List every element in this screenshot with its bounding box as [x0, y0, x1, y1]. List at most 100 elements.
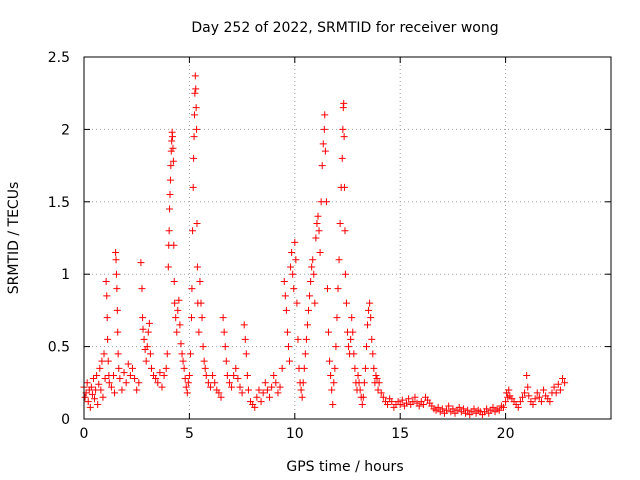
- data-point: [100, 350, 108, 358]
- data-point: [321, 147, 329, 155]
- data-point: [372, 372, 380, 380]
- data-point: [297, 386, 305, 394]
- data-point: [377, 389, 385, 397]
- data-point: [356, 386, 364, 394]
- data-point: [200, 357, 208, 365]
- data-point: [561, 379, 569, 387]
- data-point: [102, 277, 110, 285]
- data-point: [334, 285, 342, 293]
- x-tick-label: 5: [185, 426, 194, 442]
- data-point: [303, 321, 311, 329]
- data-point: [274, 389, 282, 397]
- data-point: [398, 396, 406, 404]
- data-point: [495, 406, 503, 414]
- data-point: [176, 321, 184, 329]
- data-point: [223, 372, 231, 380]
- data-point: [312, 234, 320, 242]
- data-point: [318, 162, 326, 170]
- data-point: [166, 205, 174, 213]
- data-point: [111, 389, 119, 397]
- data-point: [189, 227, 197, 235]
- data-point: [396, 401, 404, 409]
- data-point: [242, 350, 250, 358]
- data-point: [154, 379, 162, 387]
- data-point: [144, 328, 152, 336]
- data-point: [104, 335, 112, 343]
- data-point: [292, 256, 300, 264]
- data-point: [340, 133, 348, 141]
- data-point: [388, 398, 396, 406]
- data-point: [190, 133, 198, 141]
- data-point: [221, 343, 229, 351]
- data-point: [329, 401, 337, 409]
- data-point: [348, 314, 356, 322]
- data-point: [370, 364, 378, 372]
- data-point: [559, 374, 567, 382]
- data-point: [219, 314, 227, 322]
- data-point: [112, 270, 120, 278]
- data-point: [459, 405, 467, 413]
- data-point: [238, 389, 246, 397]
- data-point: [225, 379, 233, 387]
- data-point: [320, 125, 328, 133]
- data-point: [81, 393, 89, 401]
- data-point: [135, 379, 143, 387]
- data-point: [347, 335, 355, 343]
- data-point: [240, 321, 248, 329]
- data-point: [470, 405, 478, 413]
- data-point: [170, 277, 178, 285]
- data-point: [330, 379, 338, 387]
- data-point: [95, 380, 103, 388]
- data-point: [255, 386, 263, 394]
- data-point: [411, 393, 419, 401]
- data-point: [405, 395, 413, 403]
- data-point: [192, 104, 200, 112]
- data-point: [87, 383, 95, 391]
- data-point: [197, 299, 205, 307]
- data-point: [230, 372, 238, 380]
- data-point: [521, 389, 529, 397]
- data-point: [502, 398, 510, 406]
- data-point: [288, 248, 296, 256]
- data-point: [243, 372, 251, 380]
- data-point: [201, 364, 209, 372]
- data-point: [359, 393, 367, 401]
- data-point: [156, 369, 164, 377]
- data-point: [367, 314, 375, 322]
- data-point: [335, 256, 343, 264]
- data-point: [131, 374, 139, 382]
- data-point: [305, 306, 313, 314]
- data-point: [332, 343, 340, 351]
- data-point: [341, 183, 349, 191]
- data-point: [554, 380, 562, 388]
- data-point: [293, 299, 301, 307]
- data-point: [114, 328, 122, 336]
- data-point: [193, 125, 201, 133]
- data-point: [169, 157, 177, 165]
- data-point: [190, 154, 198, 162]
- data-point: [152, 374, 160, 382]
- data-point: [169, 133, 177, 141]
- data-point: [523, 372, 531, 380]
- data-point: [251, 403, 259, 411]
- data-point: [128, 364, 136, 372]
- data-point: [96, 364, 104, 372]
- data-point: [183, 389, 191, 397]
- data-point: [170, 241, 178, 249]
- data-point: [139, 325, 147, 333]
- data-point: [351, 364, 359, 372]
- data-point: [531, 395, 539, 403]
- data-point: [211, 379, 219, 387]
- data-point: [104, 357, 112, 365]
- data-point: [188, 285, 196, 293]
- data-point: [375, 379, 383, 387]
- data-point: [259, 389, 267, 397]
- data-point: [178, 350, 186, 358]
- y-tick-label: 0.5: [48, 340, 70, 356]
- data-point: [419, 401, 427, 409]
- data-point: [276, 383, 284, 391]
- data-point: [181, 374, 189, 382]
- data-point: [188, 314, 196, 322]
- data-point: [101, 374, 109, 382]
- data-point: [321, 111, 329, 119]
